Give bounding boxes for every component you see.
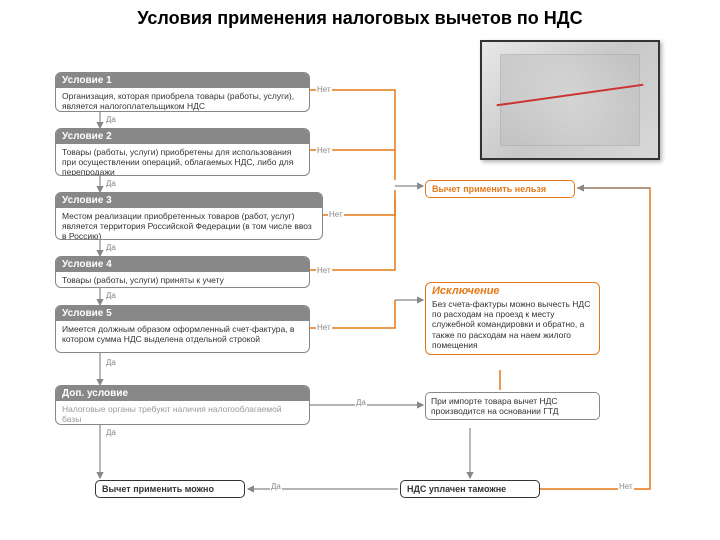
exception-header: Исключение bbox=[426, 283, 599, 297]
da-label-7: Да bbox=[270, 482, 282, 491]
cannot-apply-pill: Вычет применить нельзя bbox=[425, 180, 575, 198]
condition-body-5: Имеется должным образом оформленный счет… bbox=[56, 321, 309, 347]
da-label-0: Да bbox=[105, 115, 117, 124]
exception-body: Без счета-фактуры можно вычесть НДС по р… bbox=[426, 297, 599, 354]
net-label-4: Нет bbox=[316, 323, 332, 332]
can-apply-pill: Вычет применить можно bbox=[95, 480, 245, 498]
net-label-3: Нет bbox=[316, 266, 332, 275]
condition-box-1: Условие 1Организация, которая приобрела … bbox=[55, 72, 310, 112]
da-label-6: Да bbox=[355, 398, 367, 407]
condition-header-2: Условие 2 bbox=[56, 129, 309, 144]
condition-box-3: Условие 3Местом реализации приобретенных… bbox=[55, 192, 323, 240]
condition-box-2: Условие 2Товары (работы, услуги) приобре… bbox=[55, 128, 310, 176]
exception-box: Исключение Без счета-фактуры можно вычес… bbox=[425, 282, 600, 355]
extra-condition-header: Доп. условие bbox=[56, 386, 309, 401]
decorative-puzzle-clock-image bbox=[480, 40, 660, 160]
extra-condition-box: Доп. условие Налоговые органы требуют на… bbox=[55, 385, 310, 425]
page-title: Условия применения налоговых вычетов по … bbox=[0, 8, 720, 29]
da-label-2: Да bbox=[105, 243, 117, 252]
condition-body-2: Товары (работы, услуги) приобретены для … bbox=[56, 144, 309, 176]
condition-header-3: Условие 3 bbox=[56, 193, 322, 208]
import-info-box: При импорте товара вычет НДС производитс… bbox=[425, 392, 600, 420]
net-label-0: Нет bbox=[316, 85, 332, 94]
condition-header-1: Условие 1 bbox=[56, 73, 309, 88]
da-label-5: Да bbox=[105, 428, 117, 437]
da-label-1: Да bbox=[105, 179, 117, 188]
condition-header-4: Условие 4 bbox=[56, 257, 309, 272]
net-label-5: Нет bbox=[618, 482, 634, 491]
condition-header-5: Условие 5 bbox=[56, 306, 309, 321]
condition-body-3: Местом реализации приобретенных товаров … bbox=[56, 208, 322, 240]
condition-body-4: Товары (работы, услуги) приняты к учету bbox=[56, 272, 309, 288]
net-label-1: Нет bbox=[316, 146, 332, 155]
condition-box-5: Условие 5Имеется должным образом оформле… bbox=[55, 305, 310, 353]
condition-box-4: Условие 4Товары (работы, услуги) приняты… bbox=[55, 256, 310, 288]
condition-body-1: Организация, которая приобрела товары (р… bbox=[56, 88, 309, 112]
da-label-4: Да bbox=[105, 358, 117, 367]
da-label-3: Да bbox=[105, 291, 117, 300]
net-label-2: Нет bbox=[328, 210, 344, 219]
customs-paid-pill: НДС уплачен таможне bbox=[400, 480, 540, 498]
extra-condition-body: Налоговые органы требуют наличия налогоо… bbox=[56, 401, 309, 425]
